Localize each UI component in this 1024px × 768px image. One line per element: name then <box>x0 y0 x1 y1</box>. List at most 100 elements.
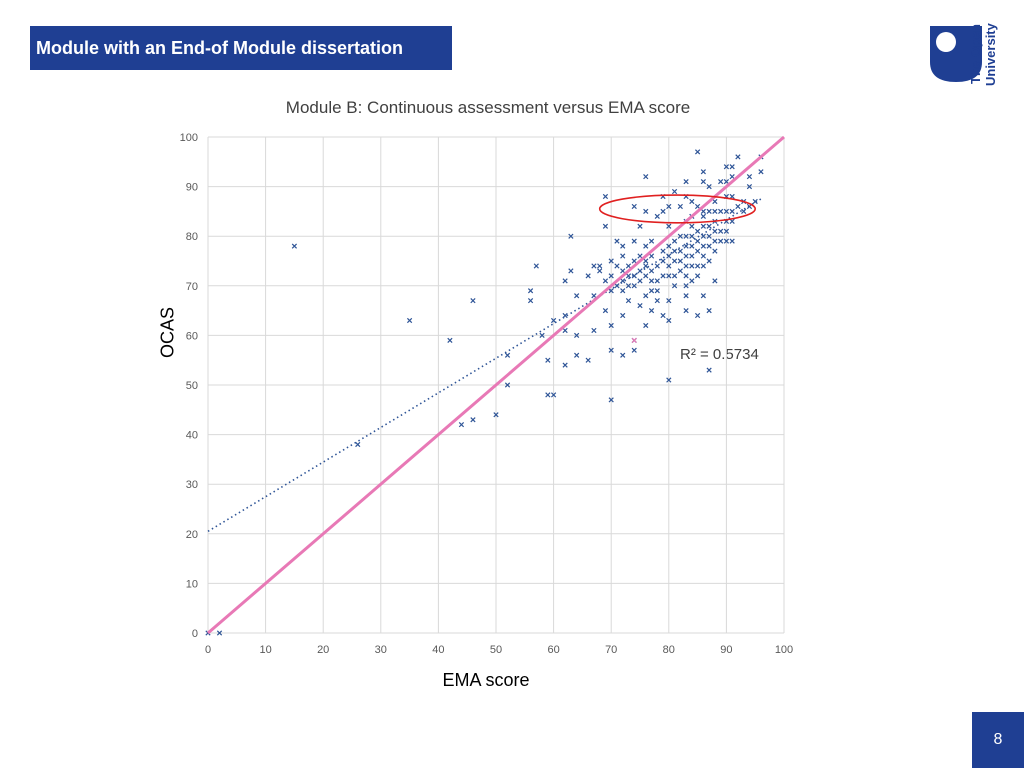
data-point <box>539 332 545 339</box>
y-tick-label: 90 <box>186 182 198 194</box>
data-point <box>689 198 695 205</box>
data-point <box>694 228 701 234</box>
data-point <box>683 233 689 239</box>
data-point <box>591 327 597 334</box>
x-tick-label: 80 <box>663 644 675 656</box>
highlight-ellipse <box>598 194 756 224</box>
data-point <box>643 258 649 264</box>
data-point <box>671 248 678 254</box>
y-tick-label: 80 <box>186 231 198 243</box>
data-point <box>666 377 672 383</box>
data-point <box>694 248 701 254</box>
x-tick-label: 90 <box>720 644 732 656</box>
data-point <box>671 238 678 244</box>
data-point <box>689 263 695 269</box>
data-point <box>643 322 649 329</box>
data-point <box>631 283 637 289</box>
data-point <box>574 332 580 339</box>
data-point <box>666 203 672 210</box>
data-point <box>648 238 655 244</box>
y-tick-label: 100 <box>180 132 198 144</box>
x-tick-label: 100 <box>775 644 793 656</box>
data-point <box>608 347 614 353</box>
data-point <box>712 238 718 244</box>
data-point <box>700 213 706 219</box>
data-point <box>643 174 649 180</box>
data-point <box>643 273 649 279</box>
data-point <box>504 352 511 358</box>
data-point <box>602 223 609 229</box>
data-point <box>585 357 591 363</box>
data-point <box>729 193 735 200</box>
data-point <box>712 278 718 284</box>
data-point <box>643 293 649 299</box>
data-point <box>683 243 689 249</box>
data-point <box>666 263 672 269</box>
x-axis-label: EMA score <box>442 670 530 690</box>
data-point <box>631 347 637 353</box>
data-point <box>723 208 730 215</box>
data-point <box>660 248 666 254</box>
data-point <box>470 417 476 423</box>
data-point <box>666 253 672 259</box>
y-tick-label: 60 <box>186 330 198 342</box>
data-point <box>723 238 730 244</box>
page-number: 8 <box>972 712 1024 768</box>
data-point <box>677 248 683 254</box>
data-point <box>694 238 701 244</box>
data-point <box>666 273 672 279</box>
data-point <box>712 228 718 234</box>
data-point <box>706 208 712 215</box>
highlighted-data-point <box>631 337 637 343</box>
data-point <box>729 164 735 170</box>
data-point <box>677 233 683 239</box>
data-point <box>591 293 597 299</box>
data-point <box>608 288 614 294</box>
data-point <box>648 268 655 274</box>
data-point <box>746 174 753 180</box>
data-point <box>723 164 730 170</box>
data-point <box>729 208 735 215</box>
data-point <box>625 273 632 279</box>
data-point <box>718 228 724 234</box>
data-point <box>735 154 741 160</box>
data-point <box>614 238 620 244</box>
data-point <box>718 238 724 244</box>
data-point <box>700 253 706 259</box>
y-tick-label: 30 <box>186 479 198 491</box>
data-point <box>648 288 655 294</box>
y-tick-label: 10 <box>186 578 198 590</box>
data-point <box>643 208 649 215</box>
data-point <box>620 312 626 319</box>
trendline <box>207 198 762 533</box>
data-point <box>608 273 614 279</box>
data-point <box>741 208 747 215</box>
data-point <box>689 253 695 259</box>
data-point <box>562 312 568 319</box>
slide-header-title: Module with an End-of Module dissertatio… <box>30 26 452 70</box>
data-point <box>574 293 580 299</box>
data-point <box>591 263 597 269</box>
data-point <box>694 273 701 279</box>
data-point <box>631 203 637 210</box>
data-point <box>694 149 701 155</box>
data-point <box>706 233 712 239</box>
data-point <box>625 283 632 289</box>
data-point <box>620 278 626 284</box>
x-tick-label: 30 <box>375 644 387 656</box>
data-point <box>648 253 655 259</box>
data-point <box>677 268 683 274</box>
data-point <box>545 392 551 398</box>
data-point <box>637 223 643 229</box>
data-point <box>654 213 660 219</box>
data-point <box>671 188 678 195</box>
data-point <box>718 179 724 185</box>
data-point <box>355 441 361 448</box>
data-point <box>597 268 603 274</box>
data-point <box>637 303 643 309</box>
data-point <box>562 327 568 334</box>
data-point <box>620 288 626 294</box>
chart-title: Module B: Continuous assessment versus E… <box>285 98 691 117</box>
data-point <box>683 253 689 259</box>
data-point <box>683 293 689 299</box>
